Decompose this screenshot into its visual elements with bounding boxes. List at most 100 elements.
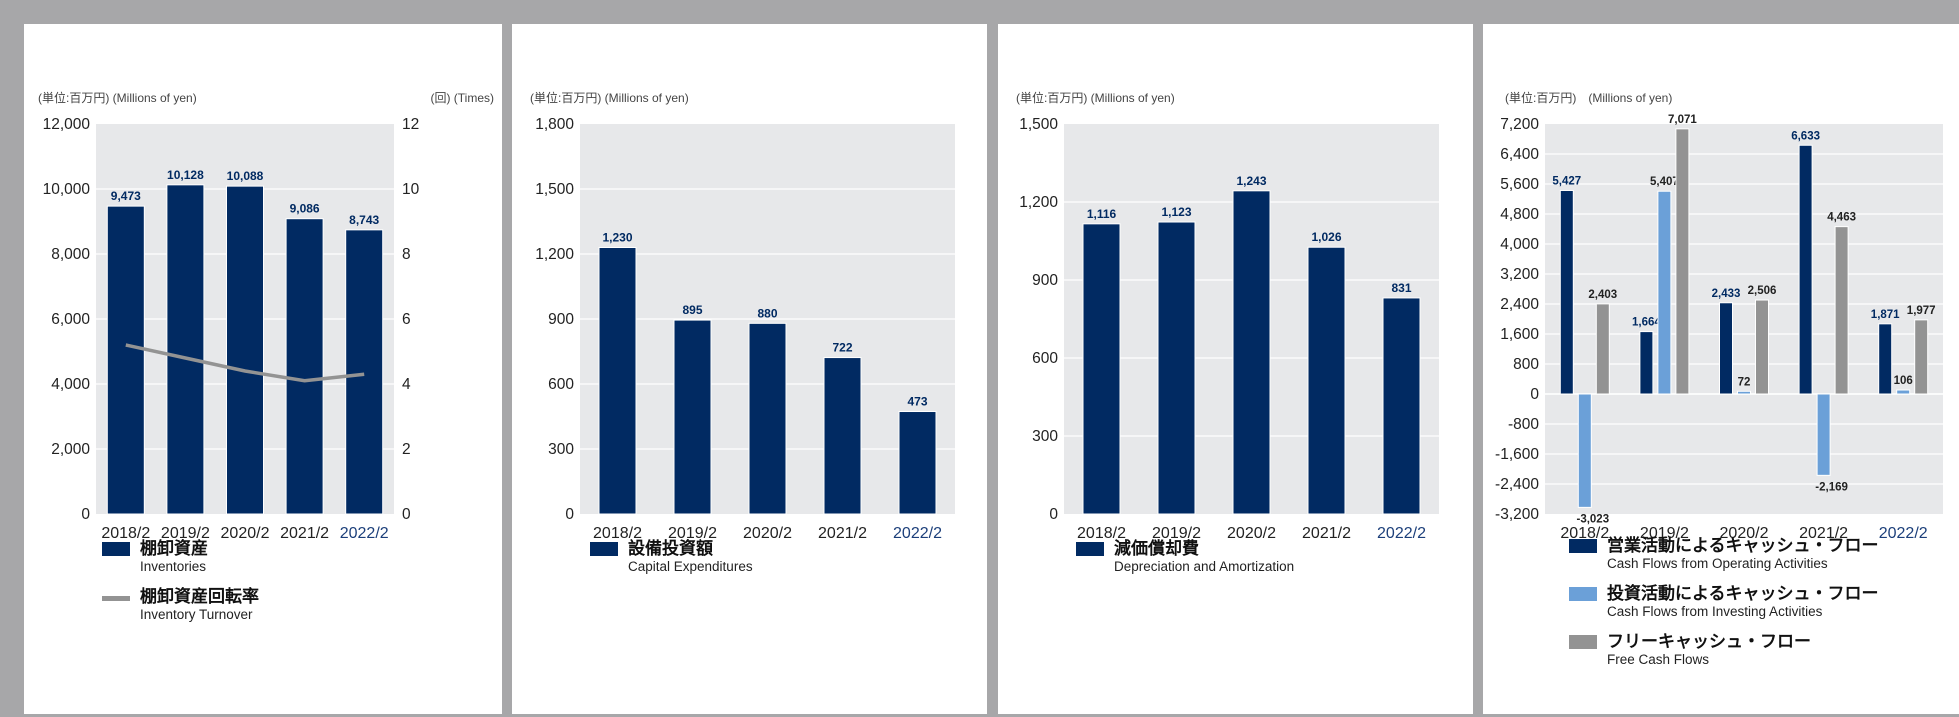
data-label: 10,128 <box>167 168 204 182</box>
legend-label-jp: 棚卸資産 <box>140 539 208 558</box>
legend-swatch <box>102 542 130 556</box>
y-tick-label: 1,500 <box>535 181 574 198</box>
data-label: -3,023 <box>1576 513 1609 525</box>
data-label: 2,403 <box>1588 289 1617 301</box>
data-label: 7,071 <box>1668 114 1697 126</box>
y-tick-label: -800 <box>1508 416 1539 433</box>
chart-svg: 0 2,000 4,000 6,000 8,000 10,000 12,000 0 2 4 6 8 10… <box>38 90 494 542</box>
bar <box>1798 144 1813 395</box>
x-tick-label: 2021/2 <box>280 525 329 542</box>
legend-label-jp: 減価償却費 <box>1114 539 1199 558</box>
legend-swatch <box>1569 539 1597 553</box>
y-tick-label: 1,200 <box>535 246 574 263</box>
bar <box>673 319 712 515</box>
bar <box>1082 223 1121 515</box>
legend: 設備投資額 Capital Expenditures <box>590 539 753 587</box>
bar <box>1577 393 1592 508</box>
legend-label-jp: フリーキャッシュ・フロー <box>1607 632 1811 651</box>
data-label: 1,977 <box>1907 305 1936 317</box>
y-tick-label: 1,500 <box>1019 116 1058 133</box>
y-tick-label: 12,000 <box>43 116 91 133</box>
chart-svg: 0 300 600 900 1,200 1,500 1,800 (単位:百万円) (Milli… <box>530 90 955 542</box>
legend-label-jp: 営業活動によるキャッシュ・フロー <box>1607 536 1879 555</box>
legend-label-en: Inventory Turnover <box>140 607 253 622</box>
legend-swatch <box>1569 587 1597 601</box>
data-label: 5,407 <box>1650 176 1679 188</box>
bar <box>1896 389 1911 395</box>
legend: 減価償却費 Depreciation and Amortization <box>1076 539 1294 587</box>
data-label: 2,433 <box>1712 288 1741 300</box>
data-label: 1,123 <box>1161 205 1191 219</box>
bar <box>1382 297 1421 515</box>
x-tick-label: 2019/2 <box>161 525 210 542</box>
bar <box>1157 221 1196 515</box>
legend: 営業活動によるキャッシュ・フロー Cash Flows from Operatin… <box>1569 536 1879 680</box>
capex-chart-panel: 0 300 600 900 1,200 1,500 1,800 (単位:百万円) (Milli… <box>512 24 987 714</box>
legend-swatch <box>590 542 618 556</box>
legend-label-en: Depreciation and Amortization <box>1114 559 1295 574</box>
chart-svg: 0 300 600 900 1,200 1,500 (単位:百万円) (Millions o… <box>1016 90 1439 542</box>
y-tick-label: 0 <box>1049 506 1058 523</box>
legend-item: 棚卸資産 Inventories <box>102 539 259 575</box>
y2-tick-label: 8 <box>402 246 411 263</box>
data-label: 1,116 <box>1087 207 1117 221</box>
legend: 棚卸資産 Inventories 棚卸資産回転率 Inventory Turnover <box>102 539 259 635</box>
y-tick-label: 0 <box>1530 386 1539 403</box>
y2-tick-label: 2 <box>402 441 411 458</box>
bar <box>1559 189 1574 395</box>
y-tick-label: -1,600 <box>1495 446 1539 463</box>
data-label: 9,086 <box>290 202 320 216</box>
data-label: 1,026 <box>1311 230 1341 244</box>
bar <box>106 205 145 515</box>
y-tick-label: 4,800 <box>1500 206 1539 223</box>
bar <box>1675 128 1690 395</box>
x-tick-label: 2020/2 <box>1227 525 1276 542</box>
x-tick-label: 2019/2 <box>1152 525 1201 542</box>
y-tick-label: 600 <box>1032 350 1058 367</box>
legend-label-en: Cash Flows from Investing Activities <box>1607 604 1823 619</box>
legend-label-jp: 棚卸資産回転率 <box>140 587 259 606</box>
bar <box>823 357 862 515</box>
data-label: 1,871 <box>1871 309 1900 321</box>
legend-item: 減価償却費 Depreciation and Amortization <box>1076 539 1294 575</box>
bar <box>1232 190 1271 515</box>
y2-tick-label: 0 <box>402 506 411 523</box>
chart-svg: -3,200 -2,400 -1,600 -800 0 800 1,600 2,400 3,20… <box>1495 90 1943 542</box>
y-tick-label: 4,000 <box>1500 236 1539 253</box>
x-tick-label: 2021/2 <box>818 525 867 542</box>
data-label: 2,506 <box>1748 285 1777 297</box>
legend-swatch <box>1569 635 1597 649</box>
data-label: 831 <box>1391 281 1411 295</box>
y-tick-label: 7,200 <box>1500 116 1539 133</box>
y-tick-label: -3,200 <box>1495 506 1539 523</box>
legend-label-jp: 投資活動によるキャッシュ・フロー <box>1607 584 1879 603</box>
y-tick-label: 900 <box>1032 272 1058 289</box>
unit-label: (単位:百万円) (Millions of yen) <box>530 90 689 105</box>
legend-label-en: Capital Expenditures <box>628 559 753 574</box>
bar <box>226 185 264 515</box>
x-tick-label: 2022/2 <box>340 525 389 542</box>
bar <box>1719 302 1733 395</box>
bar <box>285 218 324 515</box>
legend-item: 設備投資額 Capital Expenditures <box>590 539 753 575</box>
x-tick-label: 2021/2 <box>1302 525 1351 542</box>
x-tick-label: 2022/2 <box>893 525 942 542</box>
unit-label: (単位:百万円) (Millions of yen) <box>1505 90 1672 105</box>
data-label: 722 <box>832 341 852 355</box>
legend-swatch <box>1076 542 1104 556</box>
y-tick-label: 300 <box>548 441 574 458</box>
plot-area <box>1545 124 1943 514</box>
bar <box>1639 331 1654 395</box>
data-label: 1,243 <box>1236 174 1266 188</box>
x-tick-label: 2022/2 <box>1377 525 1426 542</box>
unit-label-right: (回) (Times) <box>430 91 494 105</box>
data-label: 72 <box>1738 376 1751 388</box>
unit-label: (単位:百万円) (Millions of yen) <box>1016 90 1175 105</box>
bar <box>1307 246 1346 515</box>
data-label: 880 <box>757 306 777 320</box>
legend-label-en: Cash Flows from Operating Activities <box>1607 556 1828 571</box>
y2-tick-label: 10 <box>402 181 420 198</box>
bar <box>345 229 384 515</box>
y-tick-label: 8,000 <box>51 246 90 263</box>
